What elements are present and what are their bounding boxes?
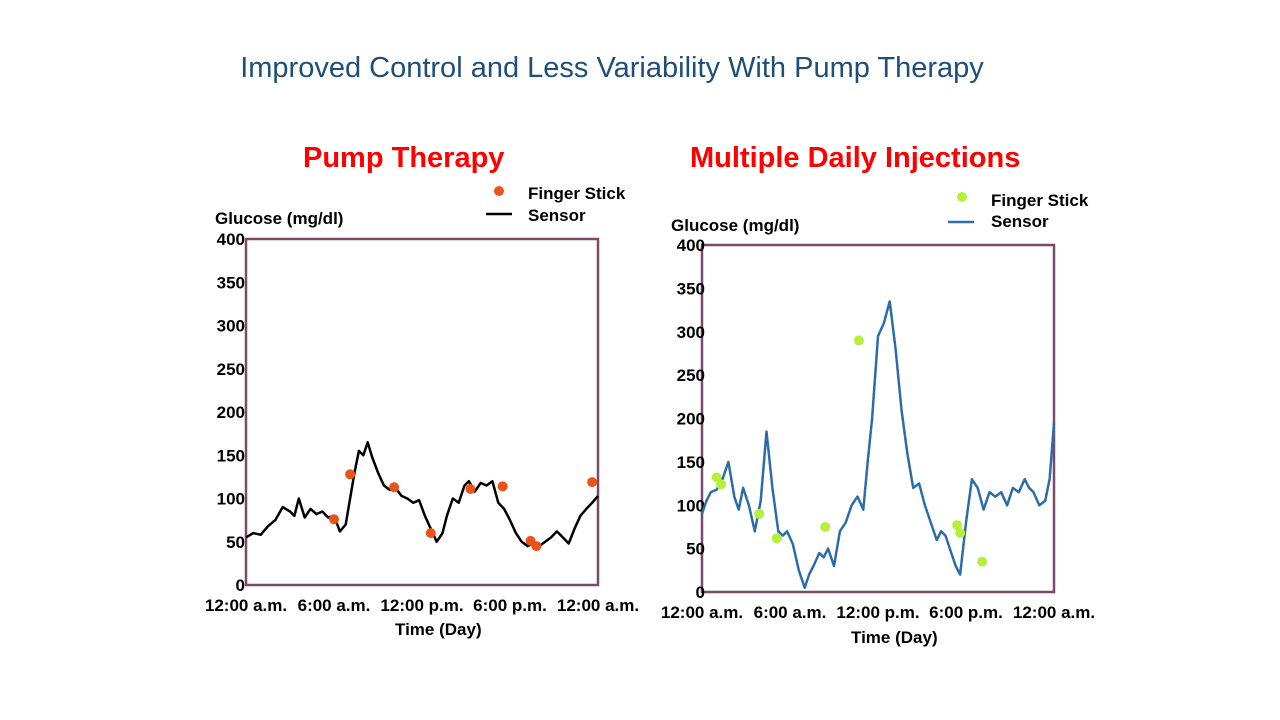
sensor-line-texture-mdi	[701, 301, 1055, 589]
finger-stick-point-mdi	[754, 508, 765, 519]
y-tick-label-mdi: 250	[677, 366, 705, 385]
y-tick-label-pump: 250	[217, 360, 245, 379]
finger-stick-point-mdi	[716, 479, 727, 490]
slide-title: Improved Control and Less Variability Wi…	[240, 52, 984, 84]
y-tick-label-pump: 0	[236, 576, 245, 595]
finger-stick-point-mdi	[952, 520, 963, 531]
x-tick-label-mdi: 6:00 a.m.	[754, 603, 827, 622]
y-tick-label-pump: 200	[217, 403, 245, 422]
xlabel-pump: Time (Day)	[395, 620, 482, 639]
plot-frame-pump	[244, 237, 600, 587]
sensor-line-pump	[245, 441, 599, 548]
legend-sensor-mdi: Sensor	[991, 212, 1049, 231]
finger-stick-point-pump	[329, 514, 339, 525]
x-tick-label-mdi: 12:00 a.m.	[661, 603, 743, 622]
sensor-line-mdi	[700, 300, 1056, 589]
y-tick-label-mdi: 150	[677, 453, 705, 472]
x-tick-label-pump: 12:00 p.m.	[380, 596, 463, 615]
y-tick-label-mdi: 350	[677, 279, 705, 298]
xlabel-mdi: Time (Day)	[851, 628, 938, 647]
y-tick-label-mdi: 0	[696, 583, 705, 602]
y-tick-label-mdi: 50	[686, 540, 705, 559]
chart-title-mdi: Multiple Daily Injections	[690, 142, 1021, 174]
x-tick-label-pump: 6:00 p.m.	[473, 596, 547, 615]
finger-stick-point-pump	[531, 541, 542, 552]
finger-stick-point-pump	[497, 481, 508, 492]
x-tick-label-mdi: 12:00 p.m.	[836, 603, 919, 622]
y-tick-label-mdi: 300	[677, 323, 705, 342]
x-tick-label-mdi: 6:00 p.m.	[929, 603, 1003, 622]
y-tick-label-pump: 50	[226, 533, 245, 552]
finger-stick-point-mdi	[977, 556, 988, 567]
legend-marker-mdi	[957, 192, 967, 202]
legend-finger-stick-pump: Finger Stick	[528, 184, 626, 203]
chart-title-pump: Pump Therapy	[303, 142, 505, 174]
finger-stick-point-pump	[465, 483, 476, 494]
finger-stick-point-pump	[389, 482, 400, 493]
finger-stick-point-mdi	[955, 528, 966, 539]
plot-frame-mdi	[700, 243, 1056, 594]
y-tick-label-pump: 150	[217, 446, 245, 465]
finger-stick-point-mdi	[820, 521, 831, 532]
y-tick-label-pump: 350	[217, 273, 245, 292]
finger-stick-point-mdi	[853, 335, 864, 346]
x-tick-label-pump: 12:00 a.m.	[557, 596, 639, 615]
x-tick-label-pump: 6:00 a.m.	[298, 596, 371, 615]
y-tick-label-pump: 100	[217, 490, 245, 509]
y-tick-label-pump: 300	[217, 317, 245, 336]
finger-stick-point-pump	[345, 469, 356, 480]
legend-sensor-pump: Sensor	[528, 206, 586, 225]
ylabel-pump: Glucose (mg/dl)	[215, 209, 344, 228]
legend-marker-pump	[494, 186, 504, 196]
y-tick-label-mdi: 400	[677, 236, 705, 255]
finger-stick-point-pump	[425, 528, 436, 539]
legend-finger-stick-mdi: Finger Stick	[991, 191, 1089, 210]
x-tick-label-mdi: 12:00 a.m.	[1013, 603, 1095, 622]
y-tick-label-mdi: 100	[677, 496, 705, 515]
finger-stick-point-pump	[587, 477, 598, 488]
y-tick-label-pump: 400	[217, 230, 245, 249]
finger-stick-point-mdi	[771, 533, 782, 544]
ylabel-mdi: Glucose (mg/dl)	[671, 216, 800, 235]
y-tick-label-mdi: 200	[677, 410, 705, 429]
x-tick-label-pump: 12:00 a.m.	[205, 596, 287, 615]
